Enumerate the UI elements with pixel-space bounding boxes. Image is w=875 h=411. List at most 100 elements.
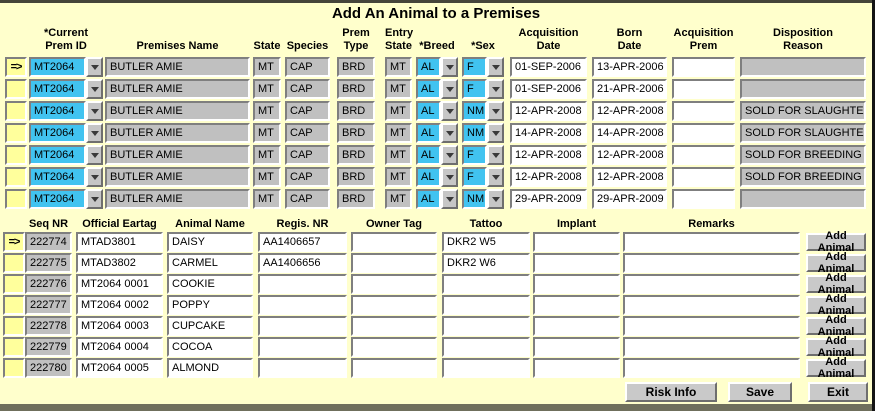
breed-field[interactable]: AL bbox=[416, 79, 441, 99]
acquisition-date-field[interactable]: 14-APR-2008 bbox=[510, 123, 587, 143]
sex-dropdown-button[interactable] bbox=[487, 189, 504, 209]
sex-field[interactable]: NM bbox=[462, 189, 487, 209]
official-eartag-field[interactable]: MT2064 0001 bbox=[76, 273, 163, 294]
regis-nr-field[interactable] bbox=[258, 273, 347, 294]
prem-id-field[interactable]: MT2064 bbox=[29, 189, 86, 209]
prem-id-field[interactable]: MT2064 bbox=[29, 57, 86, 77]
animal-name-field[interactable]: COCOA bbox=[167, 336, 253, 357]
prem-id-field[interactable]: MT2064 bbox=[29, 145, 86, 165]
regis-nr-field[interactable]: AA1406656 bbox=[258, 252, 347, 273]
born-date-field[interactable]: 14-APR-2008 bbox=[592, 123, 667, 143]
breed-field[interactable]: AL bbox=[416, 101, 441, 121]
sex-field[interactable]: NM bbox=[462, 101, 487, 121]
breed-field[interactable]: AL bbox=[416, 167, 441, 187]
add-animal-button[interactable]: Add Animal bbox=[806, 251, 866, 275]
acquisition-prem-field[interactable] bbox=[672, 167, 735, 187]
animal-name-field[interactable]: DAISY bbox=[167, 231, 253, 252]
breed-dropdown-button[interactable] bbox=[441, 79, 458, 99]
prem-id-field[interactable]: MT2064 bbox=[29, 101, 86, 121]
acquisition-prem-field[interactable] bbox=[672, 79, 735, 99]
regis-nr-field[interactable]: AA1406657 bbox=[258, 231, 347, 252]
sex-dropdown-button[interactable] bbox=[487, 123, 504, 143]
tattoo-field[interactable] bbox=[442, 336, 530, 357]
remarks-field[interactable] bbox=[623, 357, 800, 378]
acquisition-prem-field[interactable] bbox=[672, 189, 735, 209]
prem-id-dropdown-button[interactable] bbox=[86, 145, 103, 165]
regis-nr-field[interactable] bbox=[258, 315, 347, 336]
add-animal-button[interactable]: Add Animal bbox=[806, 230, 866, 254]
breed-dropdown-button[interactable] bbox=[441, 57, 458, 77]
implant-field[interactable] bbox=[533, 294, 620, 315]
add-animal-button[interactable]: Add Animal bbox=[806, 356, 866, 380]
breed-dropdown-button[interactable] bbox=[441, 167, 458, 187]
risk-info-button[interactable]: Risk Info bbox=[625, 382, 717, 402]
acquisition-date-field[interactable]: 12-APR-2008 bbox=[510, 145, 587, 165]
breed-dropdown-button[interactable] bbox=[441, 189, 458, 209]
sex-dropdown-button[interactable] bbox=[487, 167, 504, 187]
tattoo-field[interactable] bbox=[442, 357, 530, 378]
acquisition-date-field[interactable]: 12-APR-2008 bbox=[510, 101, 587, 121]
implant-field[interactable] bbox=[533, 315, 620, 336]
owner-tag-field[interactable] bbox=[351, 357, 437, 378]
regis-nr-field[interactable] bbox=[258, 294, 347, 315]
implant-field[interactable] bbox=[533, 231, 620, 252]
born-date-field[interactable]: 21-APR-2006 bbox=[592, 79, 667, 99]
sex-dropdown-button[interactable] bbox=[487, 79, 504, 99]
sex-dropdown-button[interactable] bbox=[487, 145, 504, 165]
acquisition-prem-field[interactable] bbox=[672, 145, 735, 165]
official-eartag-field[interactable]: MT2064 0002 bbox=[76, 294, 163, 315]
remarks-field[interactable] bbox=[623, 273, 800, 294]
tattoo-field[interactable]: DKR2 W6 bbox=[442, 252, 530, 273]
official-eartag-field[interactable]: MTAD3802 bbox=[76, 252, 163, 273]
animal-name-field[interactable]: COOKIE bbox=[167, 273, 253, 294]
animal-name-field[interactable]: ALMOND bbox=[167, 357, 253, 378]
prem-id-field[interactable]: MT2064 bbox=[29, 123, 86, 143]
prem-id-dropdown-button[interactable] bbox=[86, 79, 103, 99]
breed-dropdown-button[interactable] bbox=[441, 123, 458, 143]
animal-name-field[interactable]: POPPY bbox=[167, 294, 253, 315]
exit-button[interactable]: Exit bbox=[808, 382, 868, 402]
breed-field[interactable]: AL bbox=[416, 57, 441, 77]
add-animal-button[interactable]: Add Animal bbox=[806, 335, 866, 359]
regis-nr-field[interactable] bbox=[258, 357, 347, 378]
regis-nr-field[interactable] bbox=[258, 336, 347, 357]
tattoo-field[interactable]: DKR2 W5 bbox=[442, 231, 530, 252]
sex-dropdown-button[interactable] bbox=[487, 101, 504, 121]
implant-field[interactable] bbox=[533, 273, 620, 294]
owner-tag-field[interactable] bbox=[351, 252, 437, 273]
prem-id-dropdown-button[interactable] bbox=[86, 57, 103, 77]
owner-tag-field[interactable] bbox=[351, 231, 437, 252]
acquisition-date-field[interactable]: 12-APR-2008 bbox=[510, 167, 587, 187]
owner-tag-field[interactable] bbox=[351, 294, 437, 315]
prem-id-field[interactable]: MT2064 bbox=[29, 167, 86, 187]
prem-id-dropdown-button[interactable] bbox=[86, 167, 103, 187]
official-eartag-field[interactable]: MTAD3801 bbox=[76, 231, 163, 252]
born-date-field[interactable]: 29-APR-2009 bbox=[592, 189, 667, 209]
official-eartag-field[interactable]: MT2064 0004 bbox=[76, 336, 163, 357]
acquisition-date-field[interactable]: 29-APR-2009 bbox=[510, 189, 587, 209]
born-date-field[interactable]: 12-APR-2008 bbox=[592, 101, 667, 121]
prem-id-dropdown-button[interactable] bbox=[86, 123, 103, 143]
tattoo-field[interactable] bbox=[442, 315, 530, 336]
remarks-field[interactable] bbox=[623, 231, 800, 252]
animal-name-field[interactable]: CARMEL bbox=[167, 252, 253, 273]
prem-id-dropdown-button[interactable] bbox=[86, 189, 103, 209]
add-animal-button[interactable]: Add Animal bbox=[806, 293, 866, 317]
sex-field[interactable]: NM bbox=[462, 123, 487, 143]
owner-tag-field[interactable] bbox=[351, 336, 437, 357]
save-button[interactable]: Save bbox=[728, 382, 792, 402]
acquisition-date-field[interactable]: 01-SEP-2006 bbox=[510, 79, 587, 99]
acquisition-prem-field[interactable] bbox=[672, 123, 735, 143]
born-date-field[interactable]: 13-APR-2006 bbox=[592, 57, 667, 77]
remarks-field[interactable] bbox=[623, 252, 800, 273]
remarks-field[interactable] bbox=[623, 336, 800, 357]
implant-field[interactable] bbox=[533, 357, 620, 378]
breed-field[interactable]: AL bbox=[416, 123, 441, 143]
breed-field[interactable]: AL bbox=[416, 145, 441, 165]
add-animal-button[interactable]: Add Animal bbox=[806, 272, 866, 296]
official-eartag-field[interactable]: MT2064 0003 bbox=[76, 315, 163, 336]
prem-id-dropdown-button[interactable] bbox=[86, 101, 103, 121]
remarks-field[interactable] bbox=[623, 315, 800, 336]
add-animal-button[interactable]: Add Animal bbox=[806, 314, 866, 338]
acquisition-prem-field[interactable] bbox=[672, 101, 735, 121]
